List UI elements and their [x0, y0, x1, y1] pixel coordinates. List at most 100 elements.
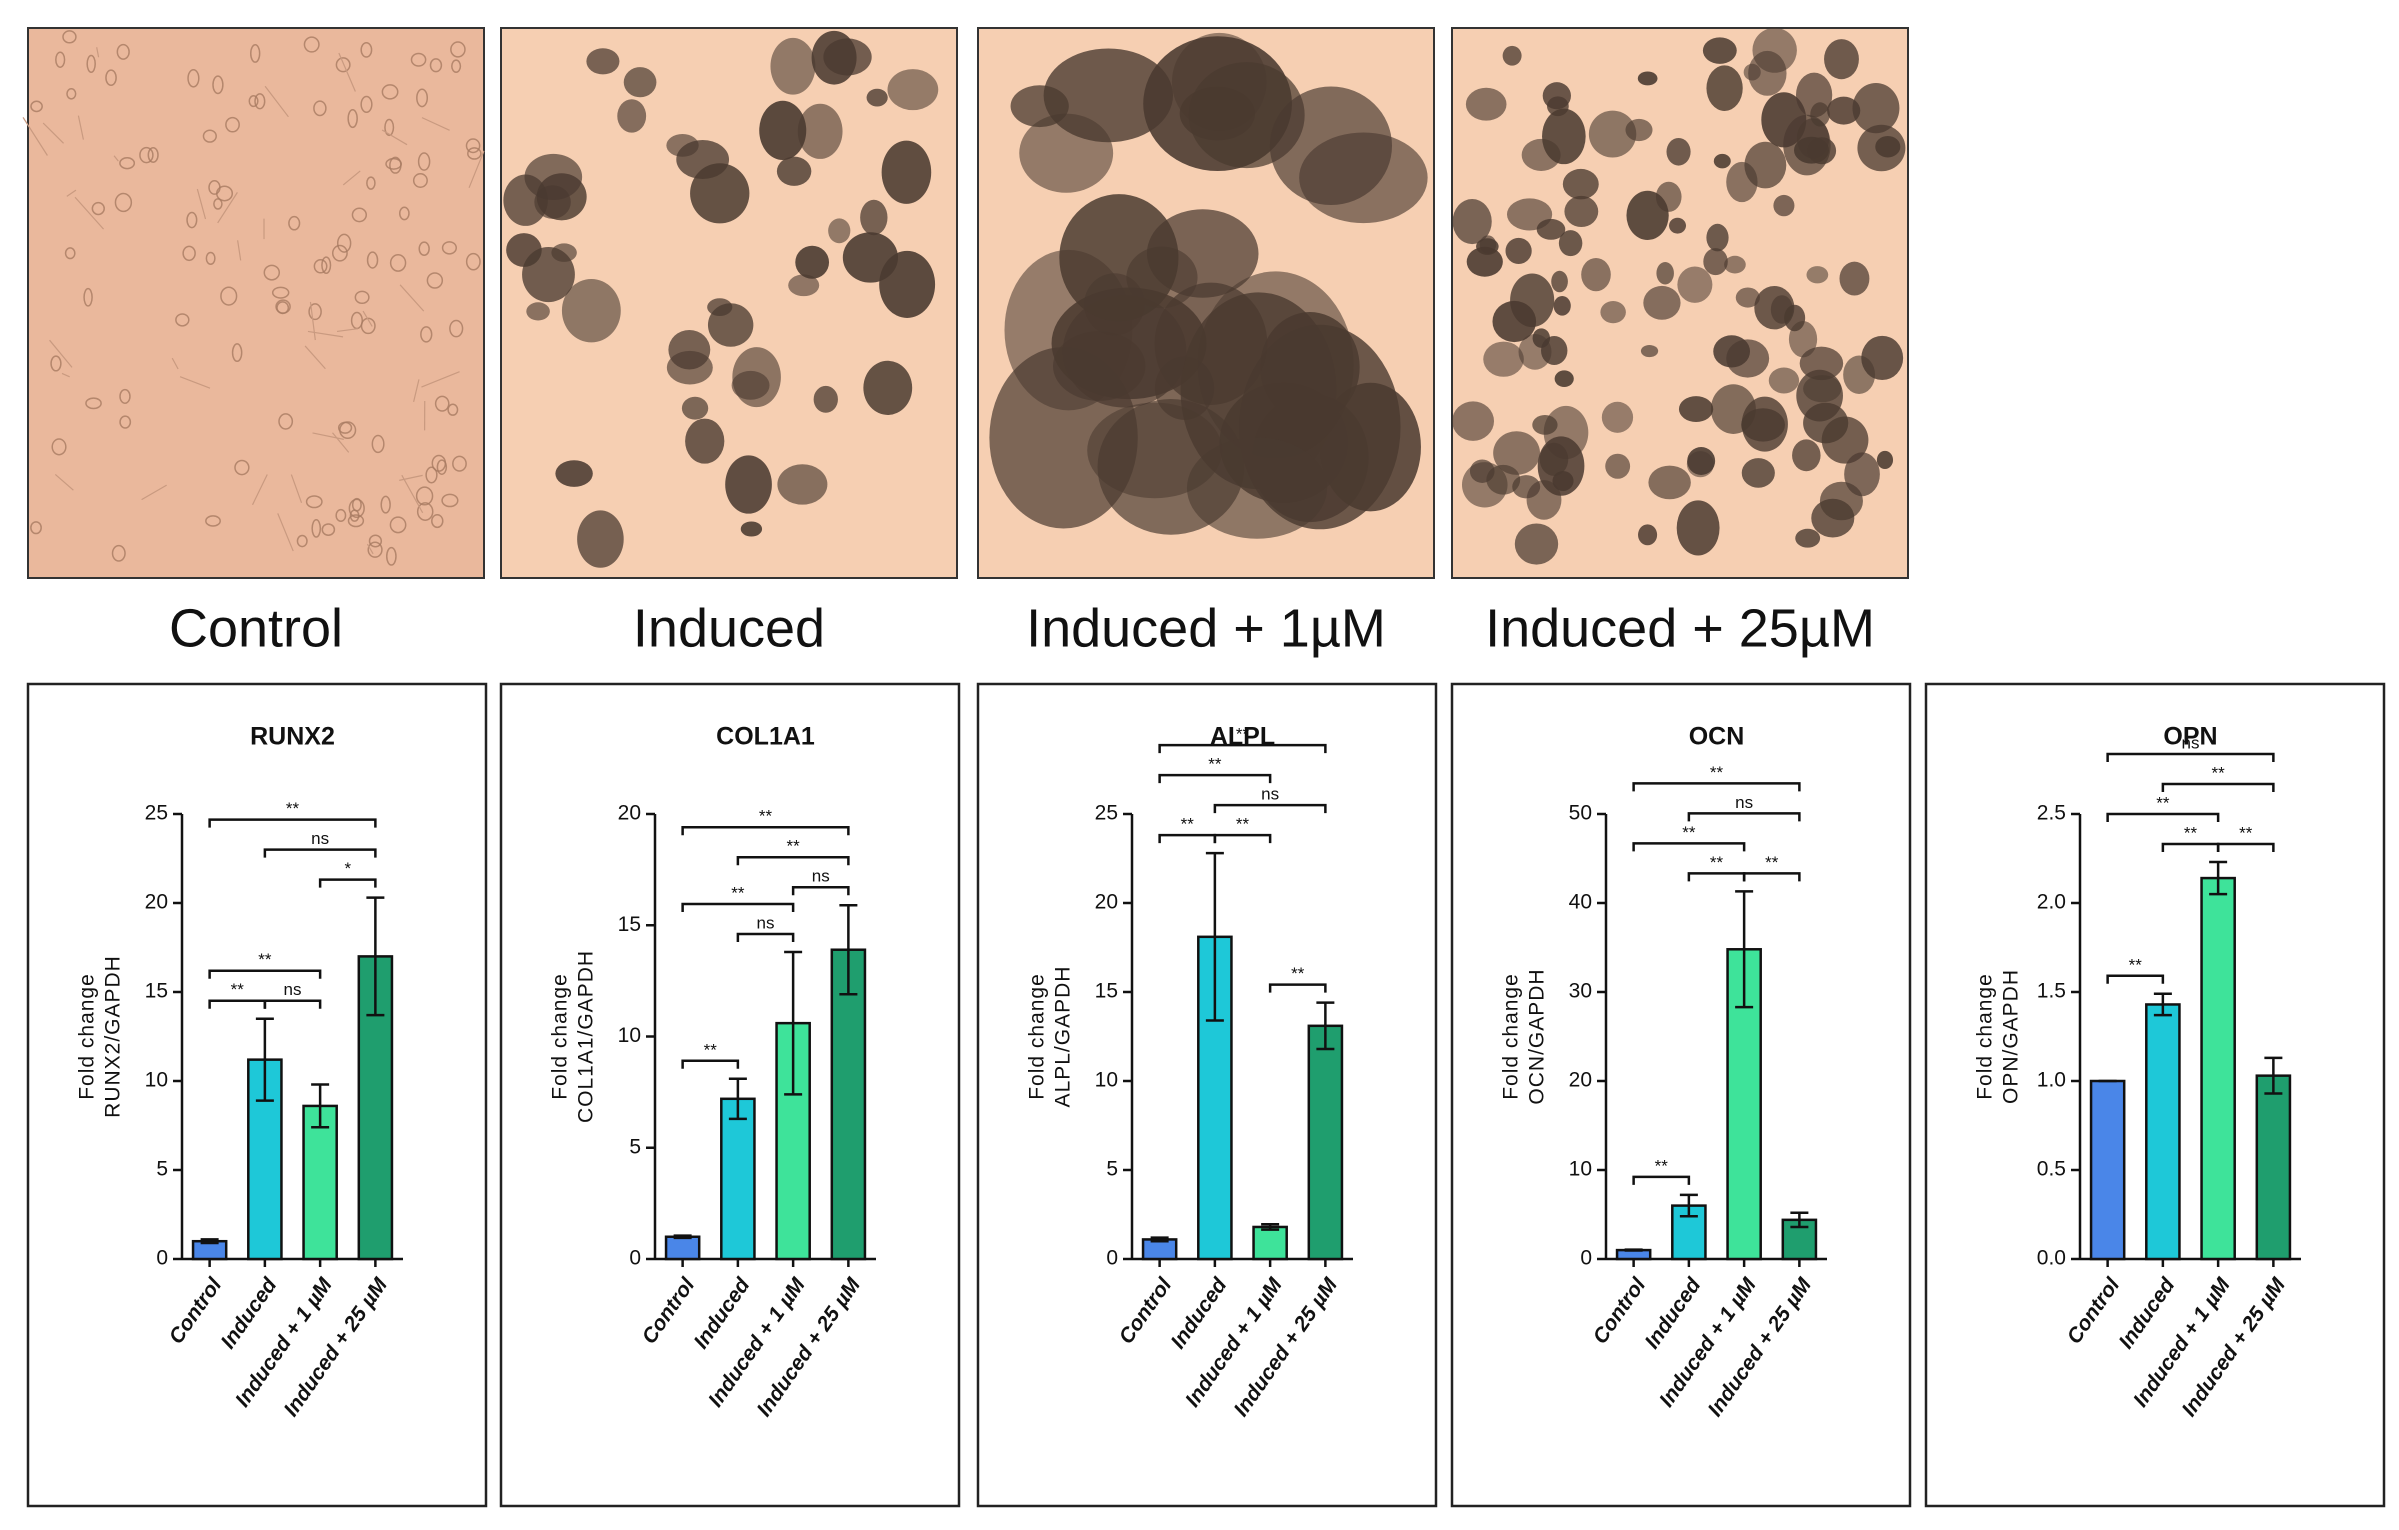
significance-bracket — [681, 825, 850, 836]
mineral-deposit — [1506, 198, 1553, 231]
error-bar — [1735, 890, 1754, 1009]
significance-label: ** — [2156, 794, 2170, 813]
error-bar — [1261, 1223, 1280, 1231]
significance-bracket — [1213, 803, 1327, 814]
mineral-deposit — [1532, 414, 1558, 435]
significance-label: ns — [284, 980, 302, 999]
cell — [321, 523, 336, 537]
cell-edge — [342, 170, 361, 186]
mineral-deposit — [1807, 137, 1837, 165]
cell-edge — [179, 376, 211, 389]
micrograph-caption: Control — [169, 598, 343, 658]
cell — [296, 534, 308, 548]
error-bar — [728, 1077, 747, 1121]
x-tick-label: Induced + 1 µM — [704, 1273, 810, 1411]
cell — [220, 286, 238, 306]
mineral-deposit — [1702, 37, 1737, 64]
cell — [91, 201, 105, 216]
mineral-deposit — [1019, 113, 1114, 193]
significance-label: ** — [1181, 815, 1195, 834]
x-tick-label: Induced + 25 µM — [753, 1273, 866, 1420]
cell — [367, 541, 383, 558]
bar — [1307, 1024, 1344, 1261]
significance-bracket — [1158, 773, 1272, 784]
y-tick-label: 0.0 — [2037, 1247, 2066, 1270]
cell — [351, 207, 368, 223]
mineral-deposit — [1827, 96, 1861, 125]
significance-label: ns — [311, 829, 329, 848]
cell-edge — [61, 372, 70, 378]
significance-bracket — [208, 999, 267, 1009]
mineral-deposit — [1638, 524, 1658, 546]
cell — [119, 157, 136, 170]
cell — [308, 303, 322, 321]
error-bar — [1205, 851, 1224, 1022]
error-bar — [200, 1238, 219, 1245]
cell — [431, 513, 444, 529]
cell-edge — [290, 474, 303, 504]
cell-edge — [304, 345, 326, 370]
panel-frame — [26, 682, 488, 1508]
cell-edge — [399, 284, 425, 312]
cell — [467, 147, 482, 160]
mineral-deposit — [1197, 271, 1354, 459]
mineral-deposit — [797, 103, 843, 159]
mineral-deposit — [561, 278, 621, 343]
y-tick-label: 20 — [1095, 891, 1118, 914]
error-bar — [2153, 992, 2172, 1017]
y-tick-label: 25 — [145, 802, 168, 825]
mineral-deposit — [1656, 261, 1674, 285]
micrograph-caption: Induced + 1µM — [1026, 598, 1386, 658]
mineral-deposit — [860, 199, 888, 236]
cell — [386, 546, 397, 566]
mineral-deposit — [740, 521, 763, 537]
cell — [263, 264, 281, 281]
cell-edge — [264, 85, 289, 118]
mineral-deposit — [577, 510, 624, 568]
x-tick-label: Induced + 1 µM — [1181, 1273, 1287, 1411]
cell-edge — [217, 192, 238, 224]
significance-label: ** — [2212, 764, 2226, 783]
mineral-deposit — [1741, 458, 1775, 488]
significance-bracket — [208, 969, 322, 979]
cell — [275, 299, 291, 314]
bar — [2200, 876, 2236, 1261]
significance-label: ** — [1208, 755, 1222, 774]
mineral-deposit — [1686, 451, 1714, 478]
cell — [366, 176, 376, 190]
cell — [111, 544, 126, 562]
significance-label: ** — [1682, 823, 1696, 842]
cell — [429, 58, 443, 73]
cell — [465, 138, 481, 154]
cell — [64, 247, 76, 260]
cell — [231, 343, 243, 363]
cell-edge — [96, 47, 100, 58]
cell — [449, 319, 464, 338]
cell — [86, 54, 96, 73]
mineral-deposit — [842, 232, 898, 283]
error-bar — [366, 896, 385, 1017]
mineral-deposit — [795, 245, 830, 279]
mineral-deposit — [1706, 223, 1729, 252]
cell — [205, 515, 221, 527]
y-tick-label: 0 — [1106, 1247, 1118, 1270]
significance-label: ** — [731, 883, 745, 902]
cell — [114, 192, 133, 213]
y-tick-label: 0.5 — [2037, 1158, 2066, 1181]
mineral-deposit — [1799, 346, 1844, 381]
error-bar — [2264, 1056, 2283, 1095]
y-axis-label: OCN/GAPDH — [1526, 968, 1549, 1104]
y-axis-label: Fold change — [1974, 973, 1997, 1100]
cell-edge — [251, 474, 268, 506]
cell — [51, 438, 67, 456]
y-tick-label: 10 — [1569, 1158, 1592, 1181]
cell — [248, 95, 259, 108]
cell — [30, 100, 43, 113]
cell-edge — [421, 117, 450, 131]
cell-edge — [399, 474, 423, 481]
bar — [2145, 1003, 2181, 1261]
y-tick-label: 5 — [1106, 1158, 1118, 1181]
cell — [335, 508, 347, 523]
significance-label: ** — [231, 980, 245, 999]
